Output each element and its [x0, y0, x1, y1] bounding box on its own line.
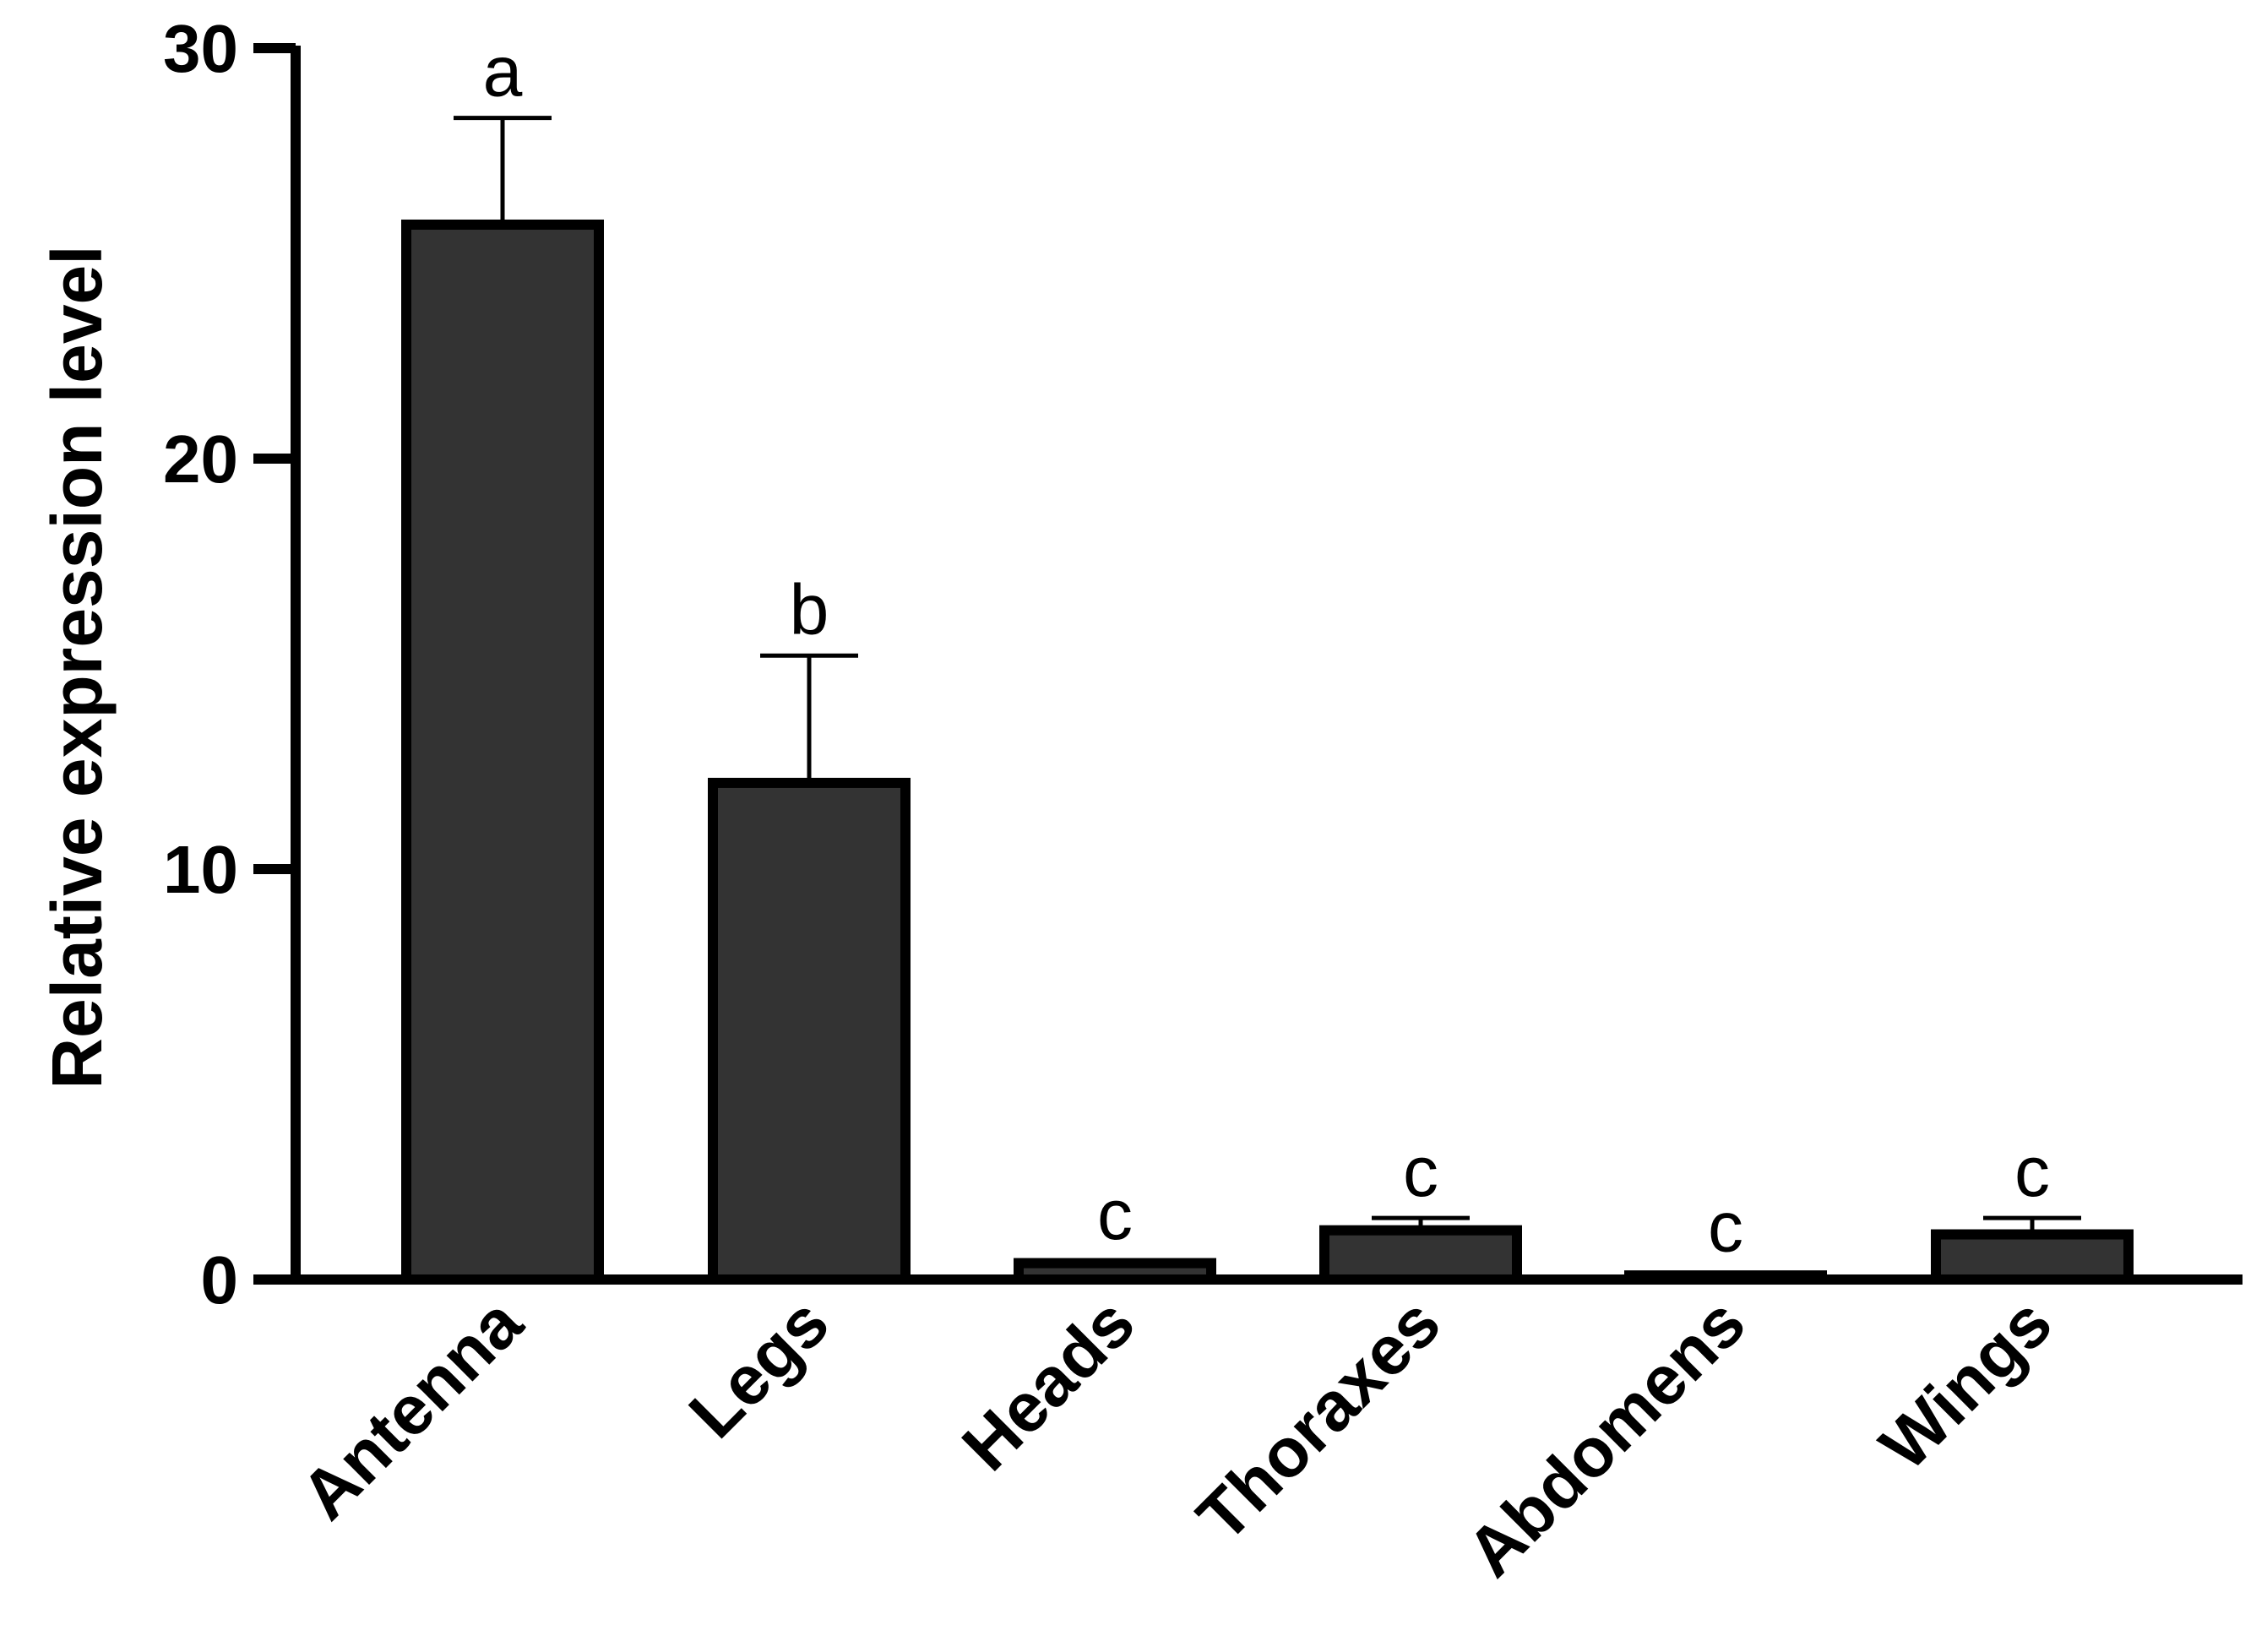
y-tick-label: 10 — [163, 832, 238, 907]
y-tick-label: 20 — [163, 421, 238, 497]
y-tick-label: 0 — [201, 1242, 239, 1318]
x-category-label: Wings — [1866, 1284, 2067, 1485]
significance-letter: c — [1708, 1187, 1743, 1267]
bar-legs — [708, 777, 911, 1285]
x-category-label: Antenna — [286, 1283, 537, 1534]
bar-thoraxes — [1319, 1225, 1522, 1285]
x-category-label: Heads — [948, 1284, 1149, 1485]
chart-axes — [291, 46, 2243, 1285]
bar-antenna — [401, 219, 604, 1285]
y-axis-ticks: 0 10 20 30 — [163, 11, 296, 1318]
significance-letters: a b c c c c — [483, 32, 2050, 1267]
bar-heads — [1014, 1258, 1216, 1285]
bar-wings — [1931, 1229, 2134, 1285]
significance-letter: c — [2014, 1132, 2050, 1211]
error-bars — [454, 116, 2081, 1276]
y-tick-label: 30 — [163, 11, 238, 86]
bar-series — [401, 219, 2134, 1285]
significance-letter: c — [1097, 1175, 1133, 1254]
significance-letter: a — [483, 32, 523, 111]
significance-letter: c — [1403, 1132, 1438, 1211]
bar-abdomens — [1624, 1270, 1827, 1285]
x-category-label: Thoraxes — [1183, 1284, 1455, 1556]
x-category-label: Abdomens — [1453, 1284, 1760, 1591]
significance-letter: b — [790, 569, 829, 649]
x-category-label: Legs — [675, 1284, 844, 1453]
y-axis-title: Relative expression level — [37, 245, 117, 1089]
